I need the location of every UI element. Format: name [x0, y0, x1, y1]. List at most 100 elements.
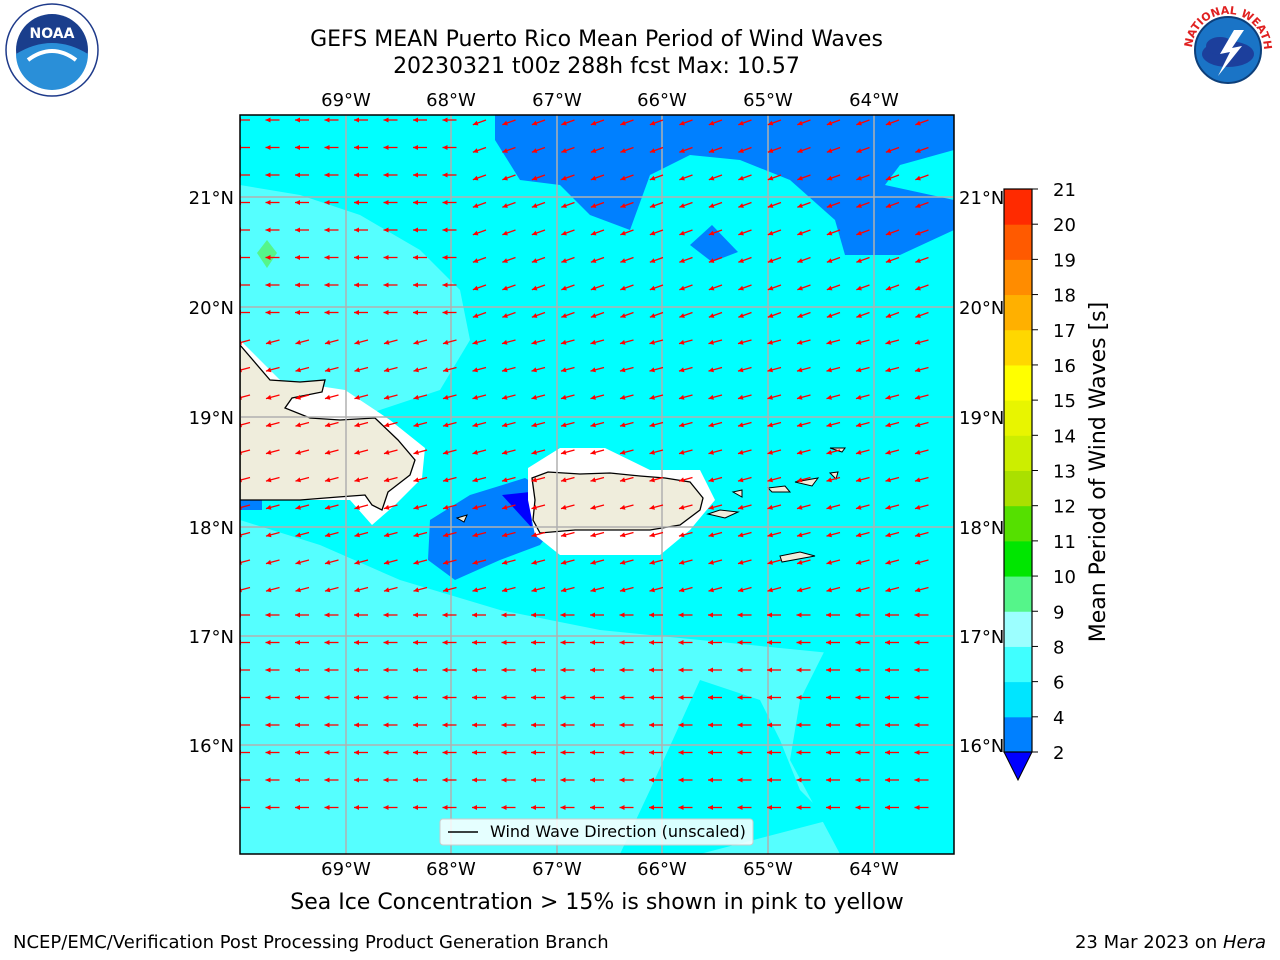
colorbar-segment: [1004, 435, 1032, 471]
wave-direction-arrow: [295, 612, 309, 618]
wave-direction-arrow: [678, 695, 693, 700]
wave-direction-arrow: [442, 640, 457, 645]
wave-direction-arrow: [472, 366, 487, 373]
wave-direction-arrow: [442, 504, 457, 510]
wave-direction-arrow: [708, 612, 722, 618]
wave-direction-arrow: [855, 394, 870, 400]
wave-direction-arrow: [383, 667, 398, 673]
wave-direction-arrow: [383, 559, 398, 565]
wave-direction-arrow: [472, 256, 487, 263]
wave-direction-arrow: [767, 229, 782, 236]
wave-direction-arrow: [442, 476, 457, 483]
wave-direction-arrow: [678, 777, 693, 783]
colorbar-tick-label: 13: [1053, 462, 1076, 483]
wave-direction-arrow: [413, 559, 428, 565]
wave-direction-arrow: [678, 586, 693, 593]
wave-direction-arrow: [383, 200, 398, 205]
wave-direction-arrow: [767, 421, 782, 428]
wave-direction-arrow: [619, 531, 634, 538]
island: [706, 509, 740, 519]
wave-direction-arrow: [915, 256, 929, 263]
wave-direction-arrow: [855, 531, 870, 538]
wave-direction-arrow: [560, 339, 575, 345]
wave-direction-arrow: [265, 777, 280, 783]
wave-direction-arrow: [295, 227, 309, 233]
colorbar-segment: [1004, 540, 1032, 577]
colorbar: 2 4 6 8 9 10 11 12 13 14 15 16 17 18 19 20 21: [1003, 180, 1076, 782]
wave-direction-arrow: [531, 667, 545, 673]
wave-direction-arrow: [826, 777, 840, 783]
wave-direction-arrow: [531, 722, 545, 728]
wave-direction-arrow: [442, 695, 457, 700]
wave-direction-arrow: [796, 366, 811, 373]
colorbar-segment: [1004, 576, 1032, 612]
wave-direction-arrow: [295, 531, 310, 538]
wave-direction-arrow: [708, 394, 723, 400]
wave-direction-arrow: [442, 366, 457, 373]
wave-direction-arrow: [295, 172, 309, 178]
colorbar-tick-label: 21: [1053, 180, 1076, 201]
wave-direction-arrow: [855, 750, 870, 755]
wave-direction-arrow: [855, 421, 870, 428]
wave-direction-arrow: [354, 777, 368, 783]
wave-direction-arrow: [620, 201, 634, 208]
wave-direction-arrow: [354, 667, 368, 673]
wave-direction-arrow: [619, 449, 634, 455]
wave-direction-arrow: [708, 229, 723, 236]
wave-direction-arrow: [797, 146, 811, 153]
wave-direction-arrow: [708, 476, 723, 483]
wave-direction-arrow: [561, 119, 575, 126]
wave-direction-arrow: [442, 145, 457, 150]
lat-label-right: 20°N: [959, 298, 1004, 319]
wave-direction-arrow: [767, 146, 782, 153]
wave-direction-arrow: [413, 449, 428, 455]
wave-direction-arrow: [383, 531, 398, 538]
wave-direction-arrow: [590, 722, 604, 728]
wave-direction-arrow: [915, 229, 929, 236]
wave-direction-arrow: [885, 750, 899, 755]
wave-direction-arrow: [354, 394, 369, 400]
wave-period-hotspot: [257, 240, 277, 268]
wave-direction-arrow: [501, 504, 516, 510]
wave-direction-arrow: [649, 667, 663, 673]
wave-direction-arrow: [442, 449, 457, 455]
wave-direction-arrow: [502, 256, 516, 263]
map-frame: [239, 114, 955, 855]
wave-direction-arrow: [324, 200, 339, 205]
wave-direction-arrow: [708, 421, 723, 428]
wave-direction-arrow: [678, 531, 693, 538]
wave-direction-arrow: [649, 722, 663, 728]
wave-direction-arrow: [383, 339, 398, 345]
island: [794, 477, 820, 487]
wave-direction-arrow: [560, 695, 575, 700]
wave-direction-arrow: [767, 750, 781, 755]
wave-direction-arrow: [354, 310, 368, 315]
wave-direction-arrow: [324, 421, 339, 428]
wave-direction-arrow: [383, 695, 398, 700]
wave-direction-arrow: [619, 722, 634, 728]
island: [766, 485, 792, 493]
wave-direction-arrow: [295, 586, 310, 593]
wave-direction-arrow: [767, 586, 782, 593]
wave-direction-arrow: [531, 612, 545, 618]
lon-label-top: 66°W: [637, 90, 687, 111]
wave-direction-arrow: [501, 449, 516, 455]
wave-direction-arrow: [324, 394, 339, 400]
wave-direction-arrow: [324, 531, 339, 538]
colorbar-segment: [1004, 224, 1032, 260]
wave-direction-arrow: [472, 229, 487, 236]
wave-direction-arrow: [383, 586, 398, 593]
colorbar-segment: [1004, 259, 1032, 296]
wave-direction-arrow: [826, 476, 841, 483]
wave-direction-arrow: [619, 476, 634, 483]
wave-direction-arrow: [531, 695, 545, 700]
wave-direction-arrow: [679, 201, 693, 208]
wave-direction-arrow: [472, 777, 486, 783]
wave-direction-arrow: [324, 339, 339, 345]
wave-direction-arrow: [619, 805, 634, 810]
wave-direction-arrow: [914, 476, 929, 483]
wave-direction-arrow: [501, 421, 516, 428]
lon-label-bottom: 69°W: [321, 859, 371, 880]
colorbar-tick-label: 18: [1053, 286, 1076, 307]
lon-label-bottom: 66°W: [637, 859, 687, 880]
